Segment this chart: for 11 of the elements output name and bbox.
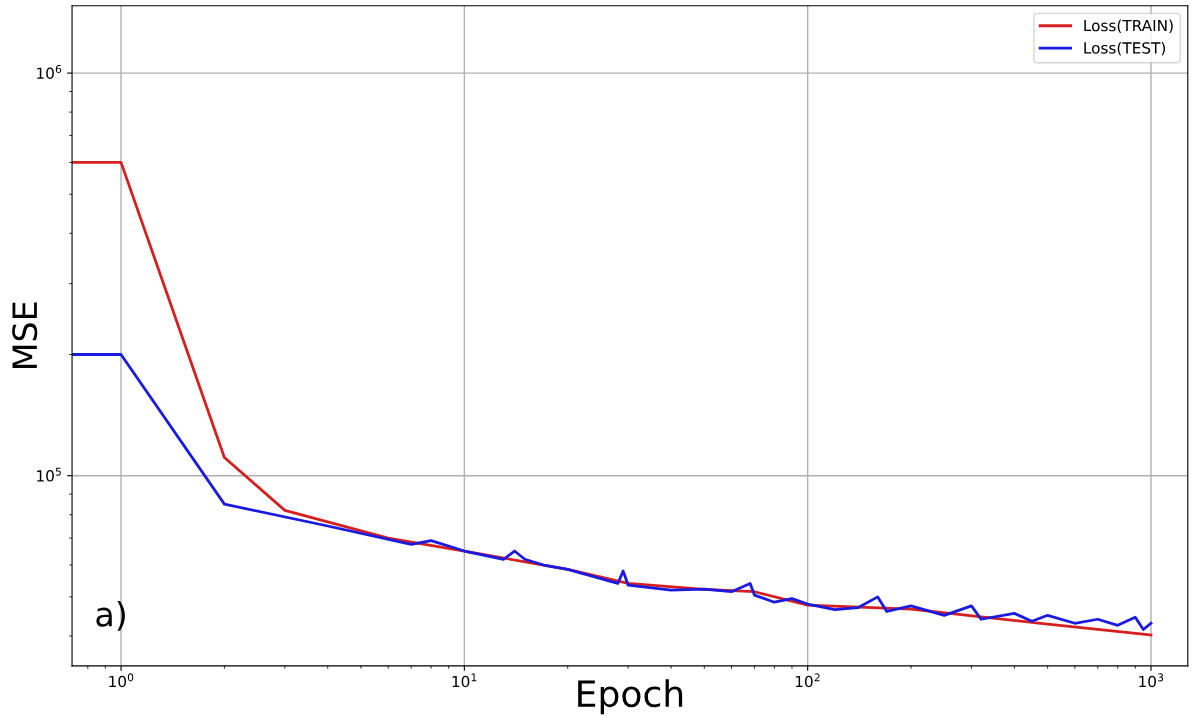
x-axis-title: Epoch [578,679,683,715]
x-tick-label: 10$^{2}$ [795,673,820,688]
annotation: a) [96,600,125,631]
x-tick-label: 10$^{1}$ [452,673,477,688]
legend-label: Loss(TEST) [1084,41,1166,56]
y-axis-title: MSE [12,302,38,369]
legend-label: Loss(TRAIN) [1084,19,1173,34]
y-tick-label: 10$^{6}$ [37,64,62,79]
x-tick-label: 10$^{3}$ [1139,673,1164,688]
y-tick-label: 10$^{5}$ [37,467,61,482]
x-tick-label: 10$^{0}$ [109,673,134,688]
